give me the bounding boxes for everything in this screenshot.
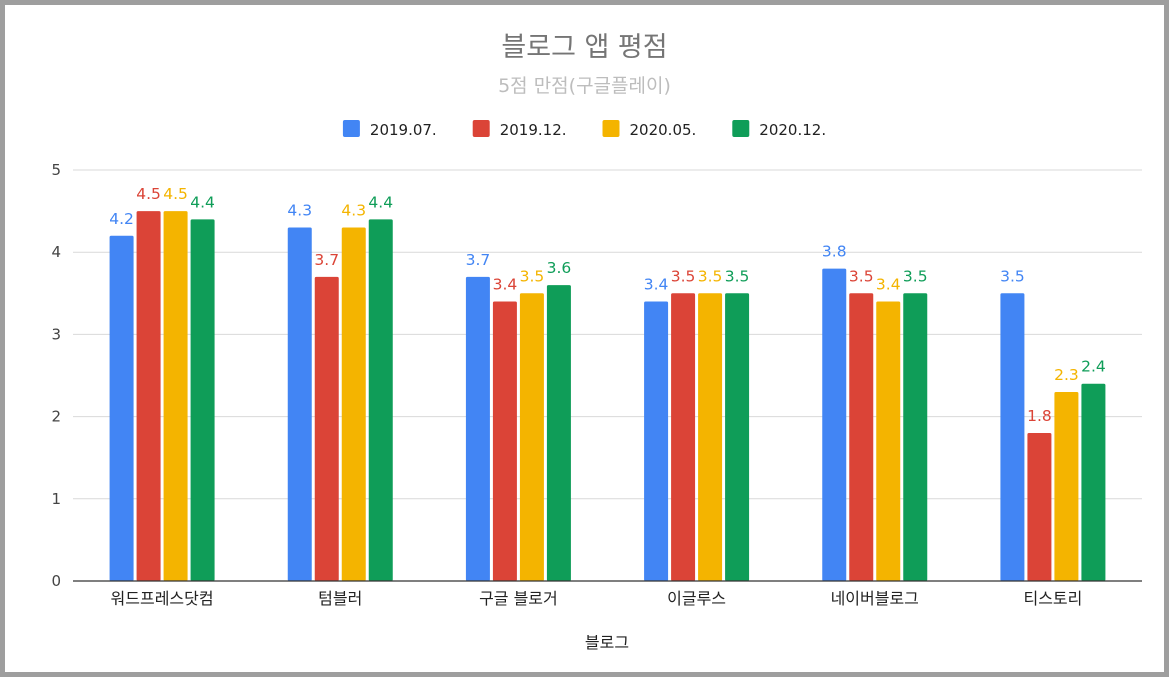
bar xyxy=(903,293,928,581)
y-tick-label: 0 xyxy=(51,572,61,590)
legend: 2019.07. 2019.12. 2020.05. 2020.12. xyxy=(342,120,826,139)
data-label: 2.3 xyxy=(1054,366,1079,384)
bar xyxy=(314,276,339,581)
y-tick-label: 2 xyxy=(51,408,61,426)
bar xyxy=(698,293,723,581)
bar xyxy=(287,227,312,582)
gridlines xyxy=(73,169,1142,500)
legend-label: 2019.12. xyxy=(500,121,567,139)
data-label: 4.3 xyxy=(287,202,312,220)
bar xyxy=(822,268,847,581)
data-label: 4.3 xyxy=(341,202,366,220)
data-label: 4.5 xyxy=(136,185,161,203)
y-tick-label: 4 xyxy=(51,243,61,261)
category-label: 이글루스 xyxy=(667,589,726,608)
bar xyxy=(492,301,517,581)
category-label: 구글 블로거 xyxy=(479,589,558,608)
data-label: 3.4 xyxy=(876,276,901,294)
bar xyxy=(1027,433,1052,581)
data-label: 3.5 xyxy=(1000,267,1025,285)
chart-subtitle: 5점 만점(구글플레이) xyxy=(498,75,671,97)
data-label: 4.4 xyxy=(190,193,215,211)
data-label: 2.4 xyxy=(1081,358,1106,376)
data-label: 3.4 xyxy=(644,276,669,294)
bar xyxy=(163,211,188,581)
legend-item: 2019.07. xyxy=(342,120,437,139)
bar xyxy=(1000,293,1025,581)
data-label: 3.5 xyxy=(520,267,545,285)
chart-title: 블로그 앱 평점 xyxy=(501,32,667,63)
bar xyxy=(341,227,366,582)
data-label: 3.8 xyxy=(822,243,847,261)
data-label: 3.6 xyxy=(547,259,572,277)
data-label: 3.5 xyxy=(849,267,874,285)
legend-swatch xyxy=(342,120,360,137)
data-label: 3.5 xyxy=(671,267,696,285)
bar xyxy=(644,301,669,581)
category-labels: 워드프레스닷컴 텀블러 구글 블로거 이글루스 네이버블로그 티스토리 xyxy=(111,589,1083,608)
y-tick-label: 5 xyxy=(51,161,61,179)
x-axis-title: 블로그 xyxy=(585,633,629,652)
category-label: 네이버블로그 xyxy=(831,589,919,608)
category-label: 티스토리 xyxy=(1023,589,1082,608)
y-tick-label: 1 xyxy=(51,490,61,508)
bar xyxy=(190,219,215,581)
legend-item: 2020.05. xyxy=(602,120,697,139)
bar xyxy=(671,293,696,581)
data-label: 4.5 xyxy=(163,185,188,203)
data-label: 3.5 xyxy=(903,267,928,285)
bar xyxy=(519,293,544,581)
y-tick-label: 3 xyxy=(51,325,61,343)
bar xyxy=(465,276,490,581)
bar xyxy=(546,285,571,581)
category-label: 텀블러 xyxy=(318,589,362,608)
bar xyxy=(725,293,750,581)
bar xyxy=(136,211,161,581)
legend-label: 2019.07. xyxy=(370,121,437,139)
bar xyxy=(1054,391,1079,581)
data-label: 3.7 xyxy=(466,251,491,269)
data-label: 4.2 xyxy=(109,210,134,228)
legend-swatch xyxy=(732,120,750,137)
data-labels: 4.24.5 4.5 4.4 4.33.74.3 4.43.73.4 3.5 3.63.4 3… xyxy=(109,185,1105,425)
bar xyxy=(1081,383,1106,581)
legend-swatch xyxy=(602,120,620,137)
bar xyxy=(849,293,874,581)
y-axis-ticks: 0 1 2 3 4 5 xyxy=(51,161,61,590)
bar xyxy=(109,235,134,581)
data-label: 4.4 xyxy=(368,193,393,211)
bar xyxy=(368,219,393,581)
data-label: 3.7 xyxy=(314,251,339,269)
category-label: 워드프레스닷컴 xyxy=(111,589,214,608)
data-label: 3.4 xyxy=(493,276,518,294)
data-label: 1.8 xyxy=(1027,407,1052,425)
legend-item: 2020.12. xyxy=(732,120,826,139)
data-label: 3.5 xyxy=(698,267,723,285)
data-label: 3.5 xyxy=(725,267,750,285)
bars xyxy=(109,211,1106,582)
legend-swatch xyxy=(472,120,490,137)
legend-label: 2020.12. xyxy=(759,121,826,139)
bar xyxy=(876,301,901,581)
legend-item: 2019.12. xyxy=(472,120,567,139)
legend-label: 2020.05. xyxy=(630,121,697,139)
